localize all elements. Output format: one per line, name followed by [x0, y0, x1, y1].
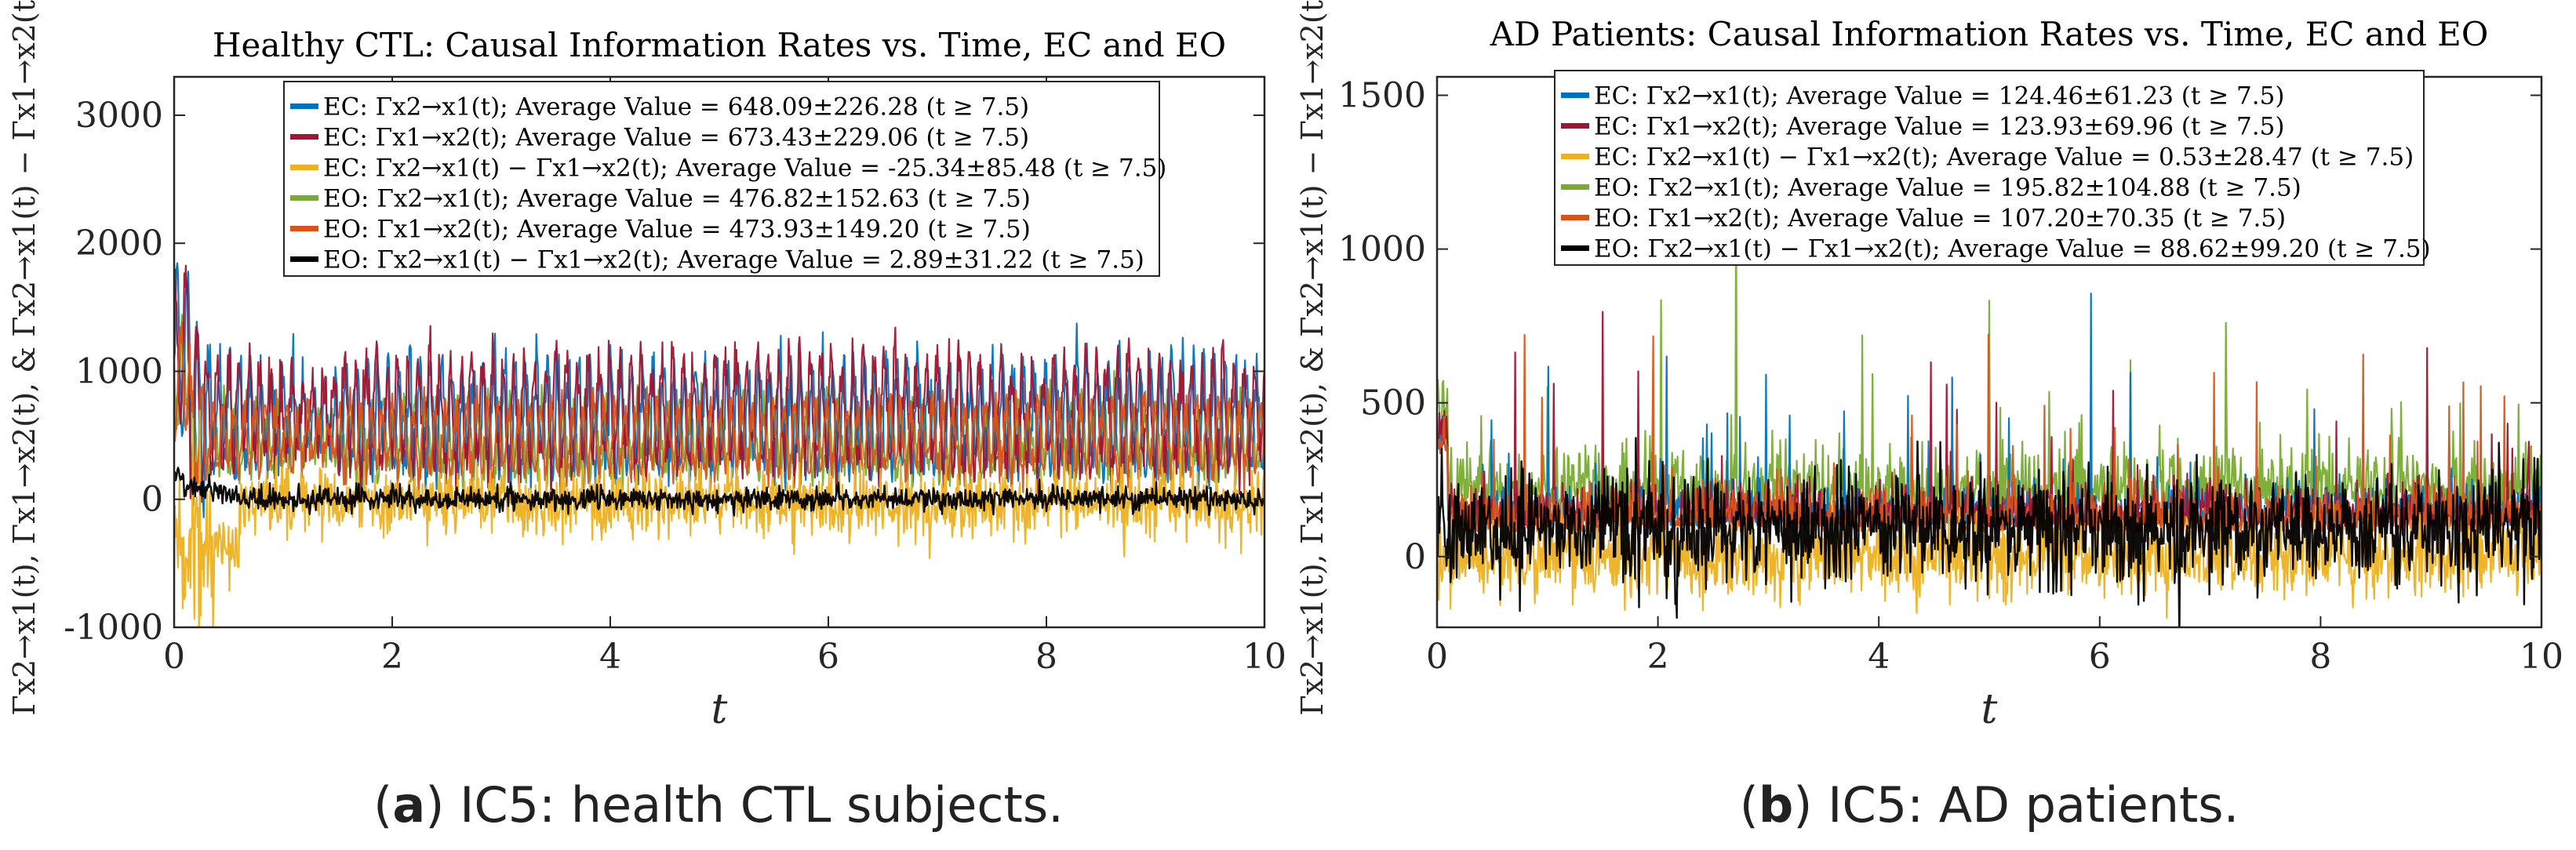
legend-entry-1: EC: Γx1→x2(t); Average Value = 123.93±69… [1594, 113, 2284, 141]
series-group [174, 262, 1264, 627]
series-line-5 [1437, 437, 2541, 627]
x-tick-label: 0 [1426, 637, 1448, 677]
x-tick-label: 2 [1647, 637, 1669, 677]
legend-entry-2: EC: Γx2→x1(t) − Γx1→x2(t); Average Value… [323, 154, 1166, 183]
legend-entry-2: EC: Γx2→x1(t) − Γx1→x2(t); Average Value… [1594, 143, 2414, 172]
legend-entry-5: EO: Γx2→x1(t) − Γx1→x2(t); Average Value… [1594, 235, 2431, 263]
chart-title: AD Patients: Causal Information Rates vs… [1490, 15, 2489, 53]
caption-label: a [392, 776, 425, 834]
chart-panel-0: Healthy CTL: Causal Information Rates vs… [7, 0, 1286, 834]
caption-paren-open: ( [373, 776, 392, 834]
legend-entry-4: EO: Γx1→x2(t); Average Value = 107.20±70… [1594, 205, 2286, 233]
x-axis-label: t [711, 686, 728, 733]
caption-paren-open: ( [1740, 776, 1759, 834]
legend: EC: Γx2→x1(t); Average Value = 124.46±61… [1554, 70, 2431, 266]
legend: EC: Γx2→x1(t); Average Value = 648.09±22… [283, 81, 1166, 277]
x-tick-label: 6 [2089, 637, 2111, 677]
y-tick-label: 2000 [75, 223, 163, 263]
series-group [1437, 194, 2541, 627]
chart-title: Healthy CTL: Causal Information Rates vs… [213, 26, 1226, 64]
x-tick-label: 6 [817, 637, 839, 677]
y-tick-label: 0 [1404, 537, 1426, 577]
y-tick-label: 3000 [75, 96, 163, 136]
x-tick-label: 4 [599, 637, 621, 677]
y-axis-label: Γx2→x1(t), Γx1→x2(t), & Γx2→x1(t) − Γx1→… [1295, 0, 1330, 716]
chart-panel-1: AD Patients: Causal Information Rates vs… [1295, 0, 2563, 834]
x-tick-label: 0 [163, 637, 185, 677]
caption-text: ) IC5: AD patients. [1793, 776, 2239, 834]
legend-box [283, 81, 1160, 277]
legend-entry-0: EC: Γx2→x1(t); Average Value = 124.46±61… [1594, 82, 2284, 111]
x-tick-label: 2 [381, 637, 403, 677]
caption: (b) IC5: AD patients. [1740, 776, 2239, 834]
x-axis-label: t [1981, 686, 1998, 733]
y-axis-label: Γx2→x1(t), Γx1→x2(t), & Γx2→x1(t) − Γx1→… [7, 0, 42, 716]
x-tick-label: 4 [1868, 637, 1890, 677]
y-tick-label: 1000 [75, 351, 163, 391]
caption-text: ) IC5: health CTL subjects. [425, 776, 1064, 834]
legend-entry-5: EO: Γx2→x1(t) − Γx1→x2(t); Average Value… [323, 246, 1144, 274]
caption-label: b [1759, 776, 1793, 834]
legend-entry-4: EO: Γx1→x2(t); Average Value = 473.93±14… [323, 216, 1031, 244]
x-tick-label: 8 [2309, 637, 2331, 677]
legend-entry-3: EO: Γx2→x1(t); Average Value = 476.82±15… [323, 185, 1031, 213]
x-tick-label: 10 [2520, 637, 2563, 677]
x-tick-label: 10 [1243, 637, 1286, 677]
y-tick-label: 1000 [1338, 230, 1426, 270]
series-line-5 [174, 467, 1264, 517]
legend-entry-0: EC: Γx2→x1(t); Average Value = 648.09±22… [323, 93, 1029, 122]
y-tick-label: 500 [1360, 383, 1426, 423]
x-tick-label: 8 [1035, 637, 1057, 677]
legend-entry-3: EO: Γx2→x1(t); Average Value = 195.82±10… [1594, 174, 2301, 202]
legend-box [1554, 70, 2425, 266]
caption: (a) IC5: health CTL subjects. [373, 776, 1064, 834]
legend-entry-1: EC: Γx1→x2(t); Average Value = 673.43±22… [323, 124, 1029, 152]
axes-frame [173, 75, 1266, 629]
y-tick-label: -1000 [64, 608, 163, 648]
y-tick-label: 0 [141, 480, 163, 520]
series-line-4 [174, 321, 1264, 500]
y-tick-label: 1500 [1338, 76, 1426, 116]
